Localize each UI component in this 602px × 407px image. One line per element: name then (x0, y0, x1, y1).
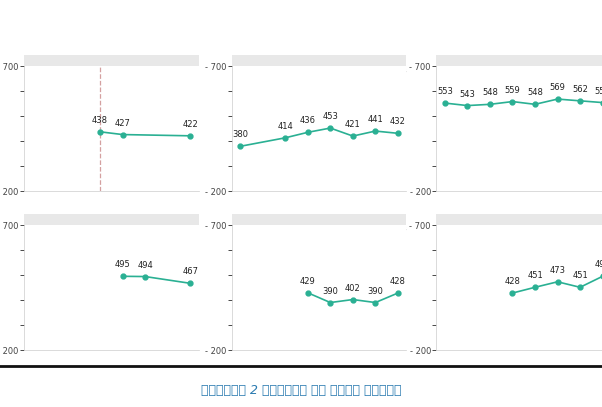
Text: 428: 428 (504, 277, 520, 286)
Text: 428: 428 (390, 277, 406, 286)
Text: نمودار 2 عملکرد در علوم چهارم: نمودار 2 عملکرد در علوم چهارم (200, 384, 402, 397)
Text: 427: 427 (115, 118, 131, 128)
Text: 421: 421 (345, 120, 361, 129)
Text: United Arab Emirates: United Arab Emirates (457, 197, 591, 208)
Text: 494: 494 (137, 260, 153, 269)
Text: 451: 451 (572, 271, 588, 280)
Text: 543: 543 (459, 90, 476, 98)
Text: 555: 555 (595, 87, 602, 96)
Text: 429: 429 (300, 277, 315, 286)
Text: 436: 436 (300, 116, 316, 125)
Text: Saudi Arabia: Saudi Arabia (279, 197, 359, 208)
Text: 495: 495 (115, 260, 131, 269)
Text: 453: 453 (323, 112, 338, 121)
Text: 473: 473 (550, 266, 565, 275)
Text: 438: 438 (92, 116, 108, 125)
Text: 562: 562 (572, 85, 588, 94)
Text: 569: 569 (550, 83, 565, 92)
Text: Kazakhstan: Kazakhstan (75, 197, 147, 208)
Text: 467: 467 (182, 267, 198, 276)
Text: 432: 432 (390, 117, 406, 126)
Text: 380: 380 (232, 130, 248, 139)
Text: Azerbaijan: Azerbaijan (78, 39, 144, 49)
Text: 390: 390 (367, 287, 383, 295)
Text: 441: 441 (367, 115, 383, 124)
Text: 422: 422 (182, 120, 198, 129)
Text: 553: 553 (437, 87, 453, 96)
Text: 451: 451 (527, 271, 543, 280)
Text: 548: 548 (482, 88, 498, 97)
Text: Japan: Japan (506, 39, 541, 49)
Text: 402: 402 (345, 284, 361, 293)
Text: 414: 414 (278, 122, 293, 131)
Text: 390: 390 (323, 287, 338, 295)
Text: 495: 495 (595, 260, 602, 269)
Text: 559: 559 (504, 85, 520, 95)
Text: 548: 548 (527, 88, 543, 97)
Text: Iran, Islamic Rep. Of: Iran, Islamic Rep. Of (256, 39, 382, 49)
